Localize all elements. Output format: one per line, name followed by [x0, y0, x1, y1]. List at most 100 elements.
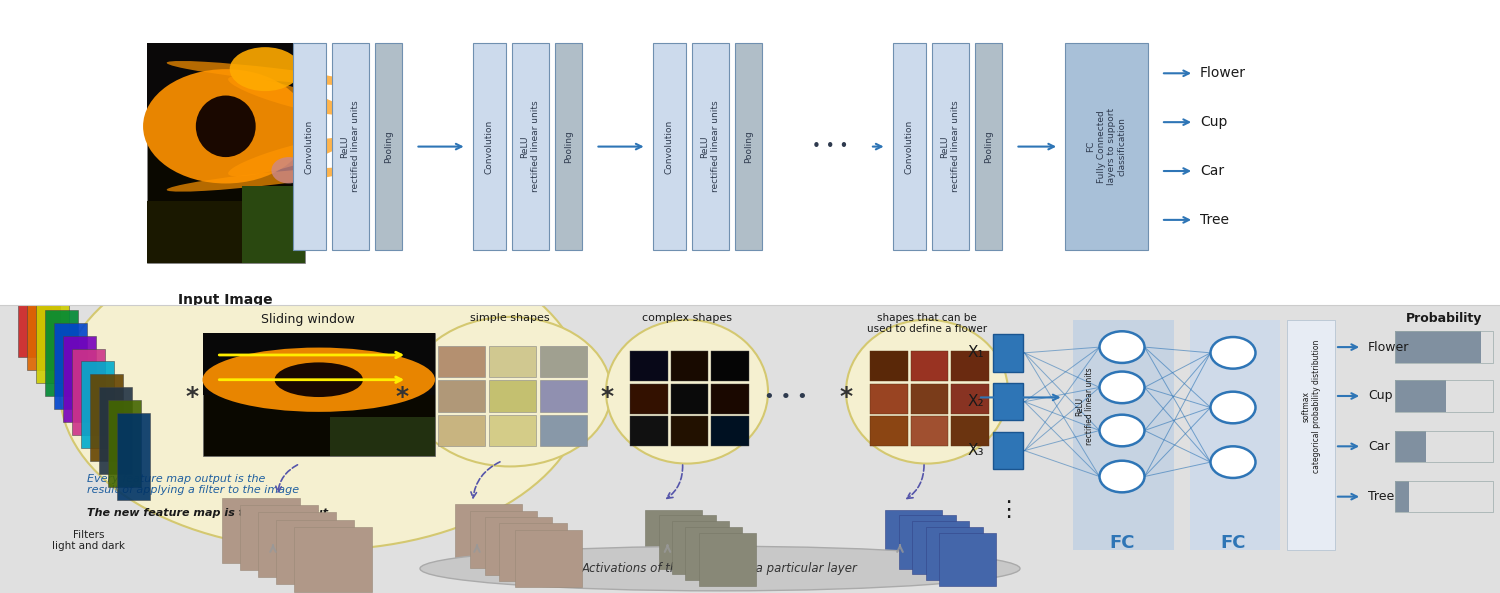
- Text: ReLU
rectified linear units: ReLU rectified linear units: [700, 101, 720, 192]
- FancyBboxPatch shape: [202, 333, 435, 394]
- Text: • • •: • • •: [764, 388, 808, 406]
- Text: softmax
categorical probability distribution: softmax categorical probability distribu…: [1302, 339, 1320, 473]
- FancyBboxPatch shape: [993, 432, 1023, 469]
- Text: Flower: Flower: [1200, 66, 1246, 80]
- Text: Every feature map output is the
result of applying a filter to the image: Every feature map output is the result o…: [87, 474, 298, 495]
- FancyBboxPatch shape: [63, 336, 96, 422]
- Text: ReLU
rectified linear units: ReLU rectified linear units: [340, 101, 360, 192]
- Ellipse shape: [1210, 391, 1255, 423]
- FancyBboxPatch shape: [90, 374, 123, 461]
- Text: Filters
light and dark: Filters light and dark: [53, 530, 124, 551]
- FancyBboxPatch shape: [454, 505, 522, 562]
- FancyBboxPatch shape: [910, 416, 948, 447]
- FancyBboxPatch shape: [630, 384, 668, 414]
- FancyBboxPatch shape: [951, 416, 988, 447]
- FancyBboxPatch shape: [670, 352, 708, 381]
- FancyBboxPatch shape: [692, 43, 729, 250]
- Ellipse shape: [1100, 415, 1144, 447]
- FancyBboxPatch shape: [870, 384, 907, 414]
- FancyBboxPatch shape: [1395, 380, 1446, 412]
- Text: Pooling: Pooling: [564, 130, 573, 163]
- Ellipse shape: [274, 362, 363, 397]
- Text: Convolution: Convolution: [664, 119, 674, 174]
- FancyBboxPatch shape: [975, 43, 1002, 250]
- FancyBboxPatch shape: [555, 43, 582, 250]
- Text: Pooling: Pooling: [984, 130, 993, 163]
- Ellipse shape: [228, 138, 346, 176]
- FancyBboxPatch shape: [711, 416, 748, 447]
- FancyBboxPatch shape: [27, 284, 60, 370]
- Text: X₂: X₂: [968, 394, 984, 409]
- FancyBboxPatch shape: [375, 43, 402, 250]
- FancyBboxPatch shape: [438, 415, 485, 447]
- FancyBboxPatch shape: [1395, 481, 1408, 512]
- Text: Convolution: Convolution: [304, 119, 313, 174]
- FancyBboxPatch shape: [332, 43, 369, 250]
- FancyBboxPatch shape: [147, 43, 304, 142]
- FancyBboxPatch shape: [1065, 43, 1148, 250]
- FancyBboxPatch shape: [330, 417, 435, 457]
- Text: ReLU
rectified linear units: ReLU rectified linear units: [520, 101, 540, 192]
- FancyBboxPatch shape: [711, 384, 748, 414]
- Ellipse shape: [228, 76, 346, 115]
- FancyBboxPatch shape: [645, 509, 702, 563]
- FancyBboxPatch shape: [0, 305, 1500, 593]
- FancyBboxPatch shape: [222, 498, 300, 563]
- Ellipse shape: [408, 317, 612, 467]
- Ellipse shape: [202, 347, 435, 412]
- FancyBboxPatch shape: [1072, 320, 1174, 550]
- FancyBboxPatch shape: [489, 415, 536, 447]
- Text: Car: Car: [1200, 164, 1224, 178]
- Text: Tree: Tree: [1368, 490, 1395, 503]
- FancyBboxPatch shape: [500, 524, 567, 581]
- FancyBboxPatch shape: [276, 519, 354, 584]
- Text: *: *: [840, 385, 852, 409]
- Ellipse shape: [606, 320, 768, 464]
- FancyBboxPatch shape: [258, 512, 336, 577]
- FancyBboxPatch shape: [993, 334, 1023, 372]
- Ellipse shape: [272, 157, 306, 183]
- FancyBboxPatch shape: [939, 533, 996, 586]
- FancyBboxPatch shape: [484, 517, 552, 575]
- FancyBboxPatch shape: [147, 43, 304, 263]
- Text: FC: FC: [1221, 534, 1245, 551]
- FancyBboxPatch shape: [438, 346, 485, 377]
- FancyBboxPatch shape: [242, 186, 304, 263]
- Text: X₃: X₃: [968, 443, 984, 458]
- FancyBboxPatch shape: [735, 43, 762, 250]
- FancyBboxPatch shape: [912, 521, 969, 574]
- Ellipse shape: [1100, 372, 1144, 403]
- FancyBboxPatch shape: [630, 352, 668, 381]
- FancyBboxPatch shape: [512, 43, 549, 250]
- FancyBboxPatch shape: [870, 416, 907, 447]
- FancyBboxPatch shape: [438, 380, 485, 412]
- FancyBboxPatch shape: [514, 530, 582, 587]
- Text: Cup: Cup: [1200, 115, 1227, 129]
- Text: *: *: [186, 385, 198, 409]
- Text: shapes that can be
used to define a flower: shapes that can be used to define a flow…: [867, 313, 987, 334]
- Ellipse shape: [196, 95, 255, 157]
- FancyBboxPatch shape: [99, 387, 132, 474]
- FancyBboxPatch shape: [202, 333, 435, 457]
- FancyBboxPatch shape: [898, 515, 956, 569]
- FancyBboxPatch shape: [489, 380, 536, 412]
- FancyBboxPatch shape: [540, 415, 586, 447]
- FancyBboxPatch shape: [108, 400, 141, 487]
- Ellipse shape: [1210, 447, 1255, 478]
- Text: The new feature map is the next input: The new feature map is the next input: [87, 508, 328, 518]
- FancyBboxPatch shape: [926, 527, 982, 580]
- FancyBboxPatch shape: [54, 323, 87, 409]
- FancyBboxPatch shape: [711, 352, 748, 381]
- FancyBboxPatch shape: [489, 346, 536, 377]
- Text: Sliding window: Sliding window: [261, 313, 354, 326]
- Text: simple shapes: simple shapes: [470, 313, 550, 323]
- Text: Input Image: Input Image: [178, 293, 273, 307]
- FancyBboxPatch shape: [294, 527, 372, 592]
- Text: Activations of the network at a particular layer: Activations of the network at a particul…: [582, 562, 858, 575]
- Text: Convolution: Convolution: [904, 119, 914, 174]
- Ellipse shape: [142, 69, 309, 183]
- Text: *: *: [602, 385, 613, 409]
- FancyBboxPatch shape: [672, 521, 729, 574]
- FancyBboxPatch shape: [630, 416, 668, 447]
- Ellipse shape: [1210, 337, 1255, 369]
